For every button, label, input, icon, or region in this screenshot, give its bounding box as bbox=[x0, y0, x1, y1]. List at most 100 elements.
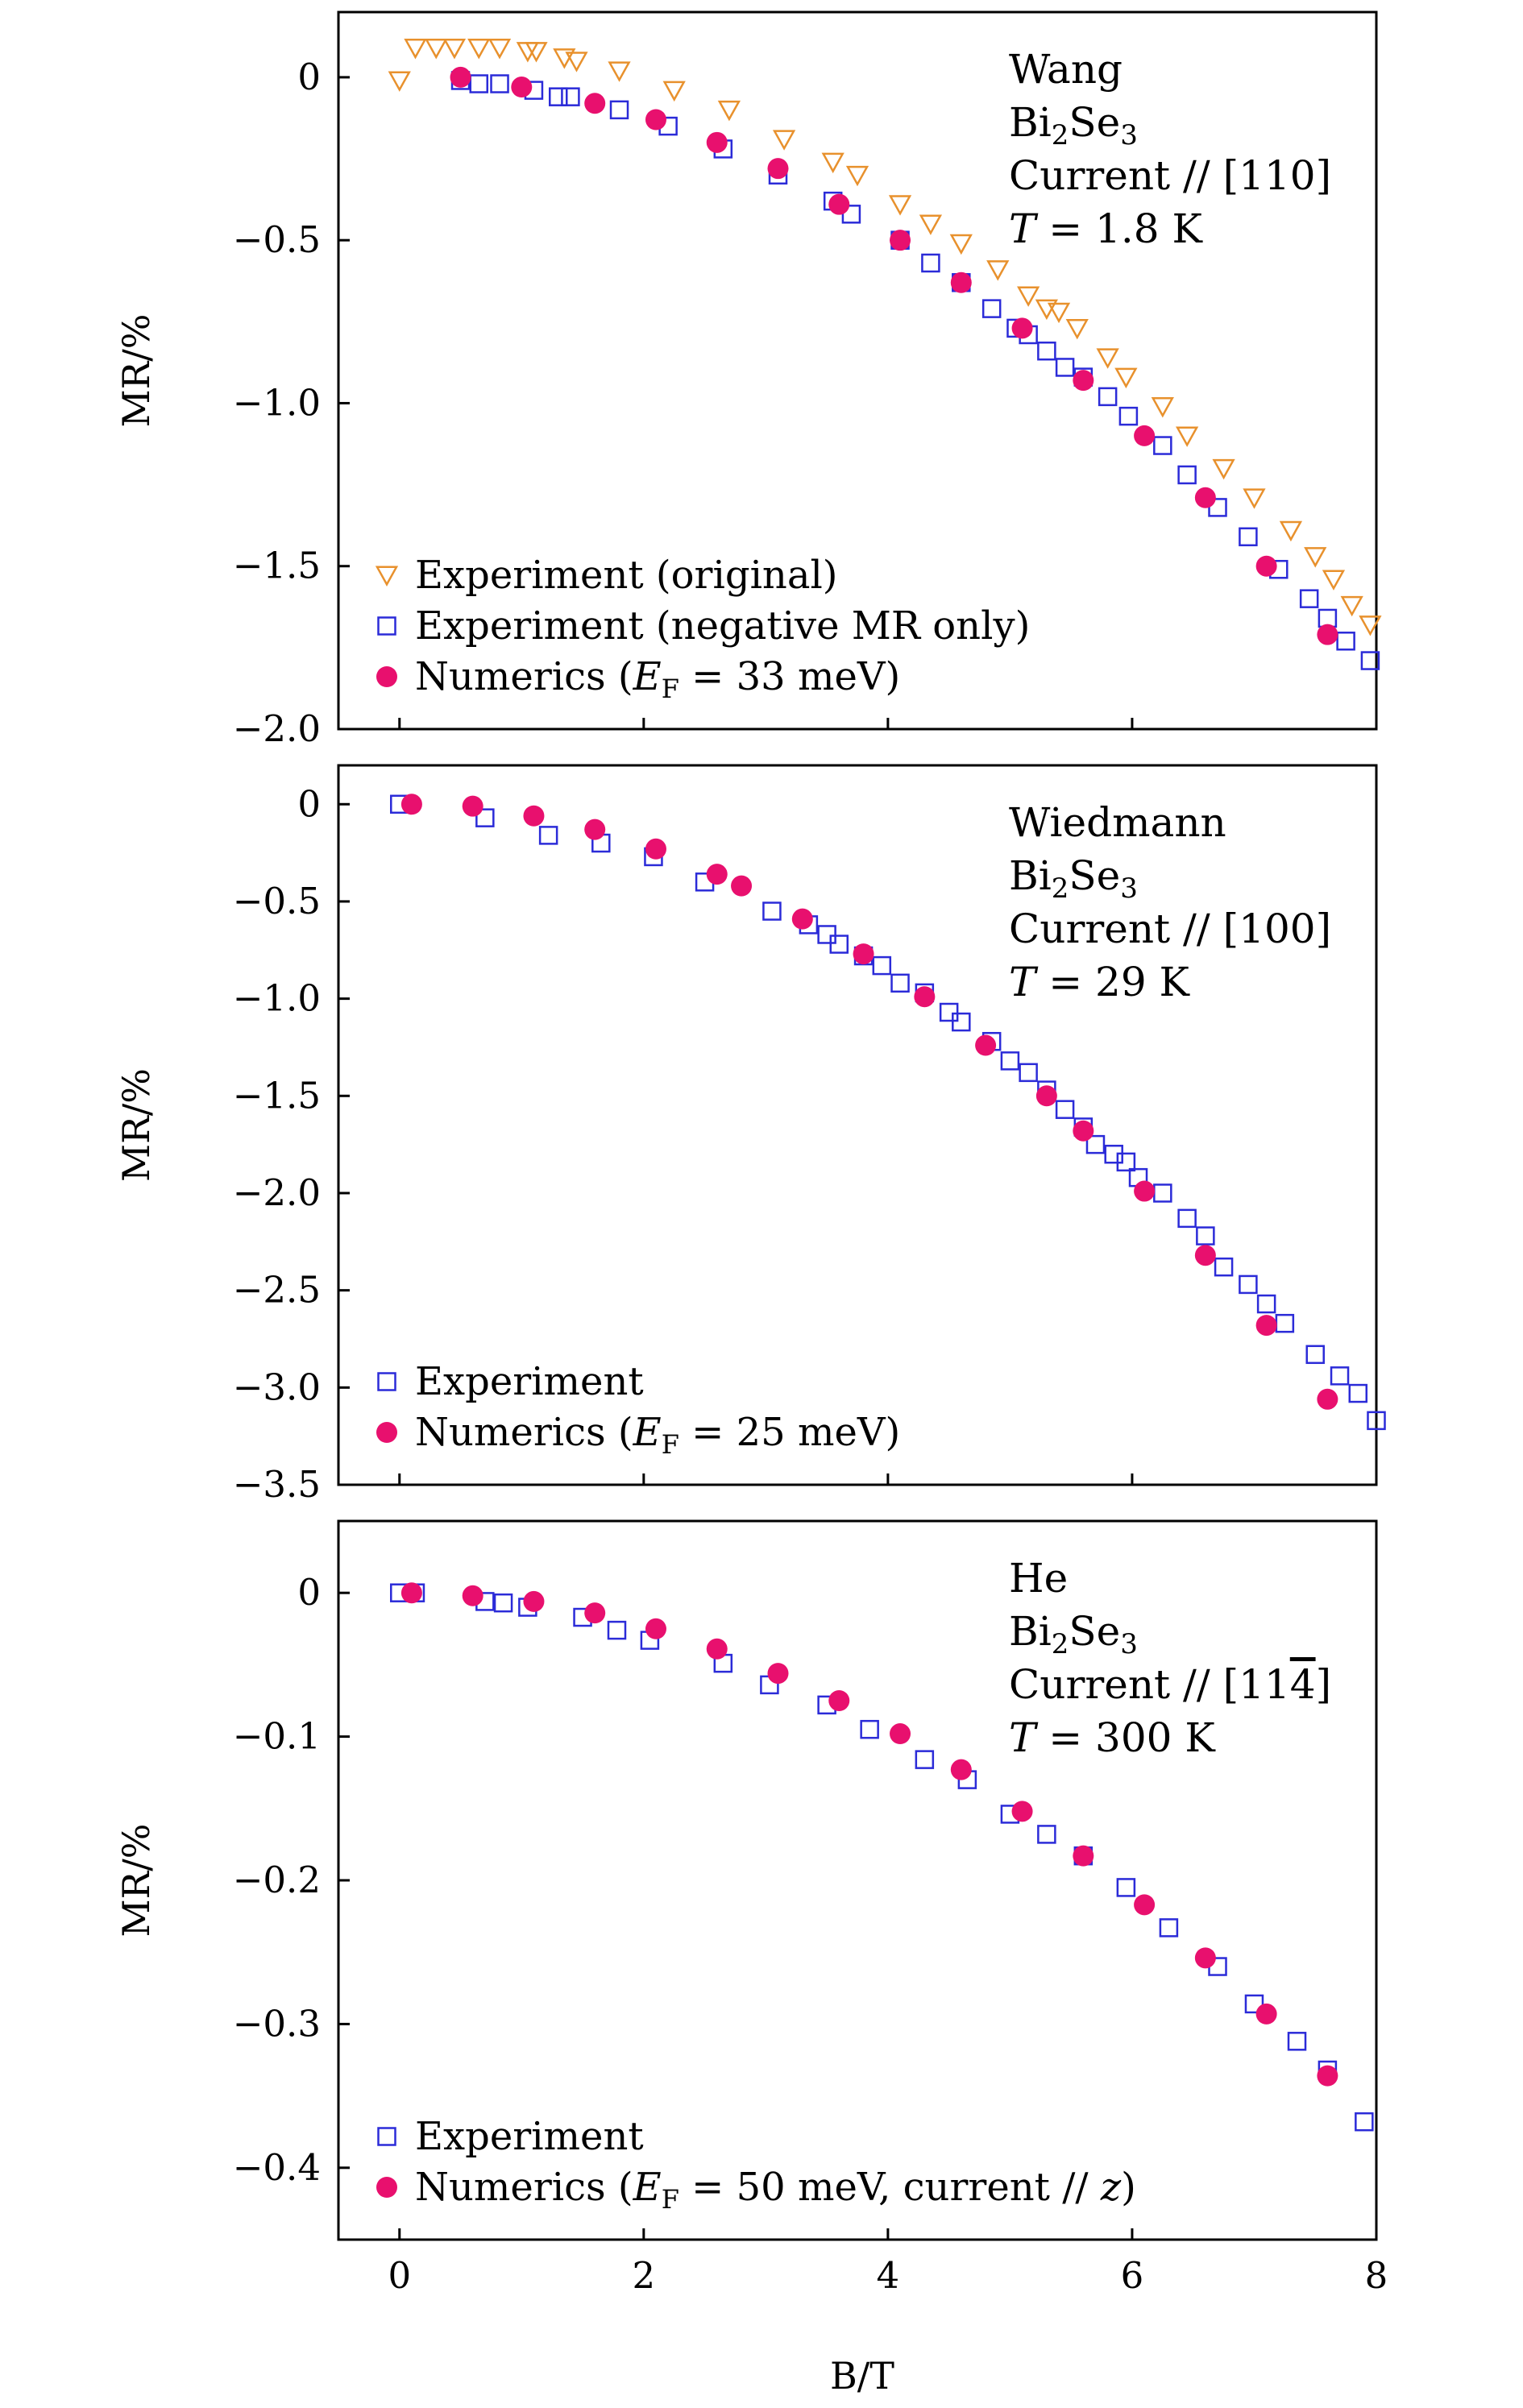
data-point bbox=[1359, 615, 1382, 636]
data-point bbox=[1348, 1383, 1368, 1403]
data-point bbox=[1239, 1274, 1258, 1295]
data-point bbox=[791, 908, 813, 930]
x-tick-label: 4 bbox=[877, 2254, 900, 2297]
data-point bbox=[981, 299, 1002, 318]
legend-label: Experiment (negative MR only) bbox=[415, 603, 1030, 649]
annotation-line: Bi2Se3 bbox=[1009, 1608, 1138, 1660]
annotation-line: Current // [114] bbox=[1009, 1661, 1331, 1708]
y-tick-label: −0.5 bbox=[233, 880, 321, 922]
data-point bbox=[1239, 527, 1258, 547]
axes-frame bbox=[337, 764, 1378, 1486]
data-point bbox=[939, 1002, 959, 1022]
data-point bbox=[645, 838, 666, 860]
data-point bbox=[1194, 1245, 1216, 1266]
x-tick-label: 0 bbox=[388, 2254, 411, 2297]
data-point bbox=[829, 935, 849, 954]
data-point bbox=[860, 1719, 879, 1739]
data-point bbox=[1212, 458, 1235, 480]
data-point bbox=[490, 74, 509, 93]
legend-label: Experiment (original) bbox=[415, 553, 838, 598]
data-point bbox=[388, 71, 411, 92]
data-point bbox=[1255, 1315, 1277, 1337]
legend-label: Numerics (EF = 25 meV) bbox=[415, 1410, 900, 1460]
data-point bbox=[890, 230, 911, 251]
data-point bbox=[565, 52, 588, 73]
data-point bbox=[1330, 1366, 1350, 1386]
y-tick-label: −0.5 bbox=[233, 218, 321, 261]
data-point bbox=[1305, 1345, 1325, 1365]
data-point bbox=[1073, 1845, 1094, 1867]
data-point bbox=[469, 74, 489, 93]
data-point bbox=[772, 130, 796, 151]
data-point bbox=[1017, 286, 1040, 307]
y-tick-label: −1.5 bbox=[233, 545, 321, 587]
legend-item: Experiment (negative MR only) bbox=[377, 603, 1030, 649]
y-tick-label: −3.0 bbox=[233, 1366, 321, 1408]
legend-marker bbox=[377, 616, 396, 636]
data-point bbox=[986, 260, 1010, 281]
data-point bbox=[1317, 1388, 1338, 1410]
data-point bbox=[821, 152, 844, 174]
data-point bbox=[717, 100, 741, 122]
legend-item: Experiment bbox=[377, 1359, 644, 1404]
data-point bbox=[762, 901, 782, 921]
legend-marker bbox=[376, 666, 397, 687]
annotation-line: Bi2Se3 bbox=[1009, 852, 1138, 905]
y-axis-label: MR/% bbox=[114, 1068, 158, 1182]
data-point bbox=[1153, 436, 1172, 455]
data-point bbox=[523, 1590, 545, 1612]
y-tick-label: −1.0 bbox=[233, 977, 321, 1020]
data-point bbox=[1085, 1134, 1106, 1154]
legend-label: Experiment bbox=[415, 1359, 644, 1404]
data-point bbox=[549, 87, 568, 106]
data-point bbox=[921, 253, 940, 273]
annotation-line: He bbox=[1009, 1555, 1068, 1602]
data-point bbox=[1055, 358, 1075, 377]
data-point bbox=[462, 795, 483, 817]
legend-item: Experiment bbox=[377, 2114, 644, 2159]
data-point bbox=[1244, 1994, 1264, 2014]
data-point bbox=[1177, 1208, 1197, 1229]
data-point bbox=[467, 39, 491, 60]
annotation-line: Current // [100] bbox=[1009, 906, 1331, 952]
legend-item: Numerics (EF = 50 meV, current // z) bbox=[376, 2165, 1136, 2215]
data-point bbox=[1098, 387, 1118, 407]
annotation-line: Bi2Se3 bbox=[1009, 99, 1138, 151]
data-point bbox=[450, 66, 471, 88]
data-point bbox=[607, 1620, 627, 1640]
data-point bbox=[404, 39, 427, 60]
data-point bbox=[1047, 302, 1071, 324]
data-point bbox=[706, 1638, 728, 1660]
annotation-line: T = 300 K bbox=[1009, 1714, 1216, 1761]
y-tick-label: −1.5 bbox=[233, 1074, 321, 1117]
panel-bottom: 0 −0.1 −0.2 −0.3 −0.4 0 2 4 6 8 MR/% He Bi2Se3Curren… bbox=[114, 1519, 1388, 2297]
y-tick-label: −3.5 bbox=[233, 1463, 321, 1506]
data-point bbox=[872, 955, 892, 976]
data-point bbox=[1176, 426, 1199, 447]
data-point bbox=[511, 77, 533, 98]
data-point bbox=[1243, 488, 1266, 509]
data-point bbox=[488, 39, 512, 60]
data-point bbox=[1299, 589, 1319, 608]
data-point bbox=[645, 109, 666, 131]
data-point bbox=[1360, 651, 1380, 670]
y-tick-label: −2.5 bbox=[233, 1269, 321, 1312]
legend-item: Experiment (original) bbox=[375, 553, 838, 598]
data-point bbox=[845, 165, 869, 187]
data-point bbox=[1134, 425, 1156, 446]
data-point bbox=[1322, 570, 1346, 591]
legend-label: Numerics (EF = 33 meV) bbox=[415, 654, 900, 704]
data-point bbox=[523, 805, 545, 827]
annotation-line: Current // [110] bbox=[1009, 152, 1331, 199]
series-experiment-original- bbox=[388, 39, 1382, 636]
series-numerics bbox=[400, 794, 1338, 1410]
data-point bbox=[1000, 1051, 1020, 1071]
data-point bbox=[1159, 1918, 1179, 1938]
data-point bbox=[1194, 1947, 1216, 1969]
data-point bbox=[888, 195, 912, 216]
data-point bbox=[915, 1750, 935, 1769]
data-point bbox=[950, 271, 972, 293]
data-point bbox=[1055, 1100, 1075, 1119]
